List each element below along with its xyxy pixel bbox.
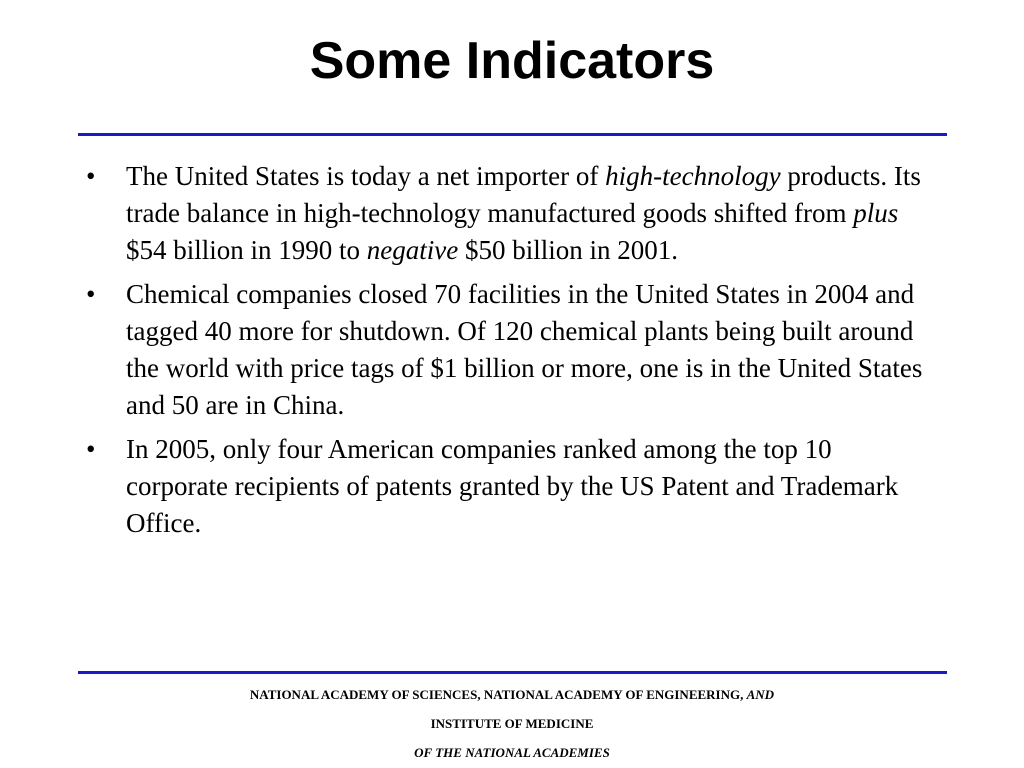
bullet-item-3: • In 2005, only four American companies … [86,431,936,542]
footer-line-3: OF THE NATIONAL ACADEMIES [414,745,610,760]
bullet-mark: • [86,279,96,309]
footer-text: NATIONAL ACADEMY OF SCIENCES, NATIONAL A… [249,687,747,702]
footer: NATIONAL ACADEMY OF SCIENCES, NATIONAL A… [0,680,1024,767]
bullet-item-2: • Chemical companies closed 70 facilitie… [86,276,936,424]
bullet-text: The United States is today a net importe… [126,161,921,265]
footer-line-1: NATIONAL ACADEMY OF SCIENCES, NATIONAL A… [0,680,1024,709]
footer-line-2: INSTITUTE OF MEDICINE [430,716,594,731]
bullet-text: In 2005, only four American companies ra… [126,434,898,538]
text-segment: $54 billion in 1990 to [126,235,367,265]
bullet-mark: • [86,434,96,464]
text-segment-italic: negative [366,235,459,265]
slide-title: Some Indicators [309,32,715,90]
text-segment: Chemical companies closed 70 facilities … [126,279,923,420]
bullet-mark: • [86,161,96,191]
bullet-list: • The United States is today a net impor… [86,158,936,549]
bullet-item-1: • The United States is today a net impor… [86,158,936,269]
text-segment: $50 billion in 2001. [458,235,678,265]
bottom-divider [78,671,947,674]
footer-text-italic: AND [746,687,775,702]
text-segment: products. Its trade balance in high-tech… [126,161,921,228]
text-segment-italic: high-technology [605,161,781,191]
text-segment: The United States is today a net importe… [126,161,606,191]
text-segment: In 2005, only four American companies ra… [126,434,899,538]
text-segment-italic: plus [853,198,899,228]
top-divider [78,133,947,136]
bullet-text: Chemical companies closed 70 facilities … [126,279,922,420]
